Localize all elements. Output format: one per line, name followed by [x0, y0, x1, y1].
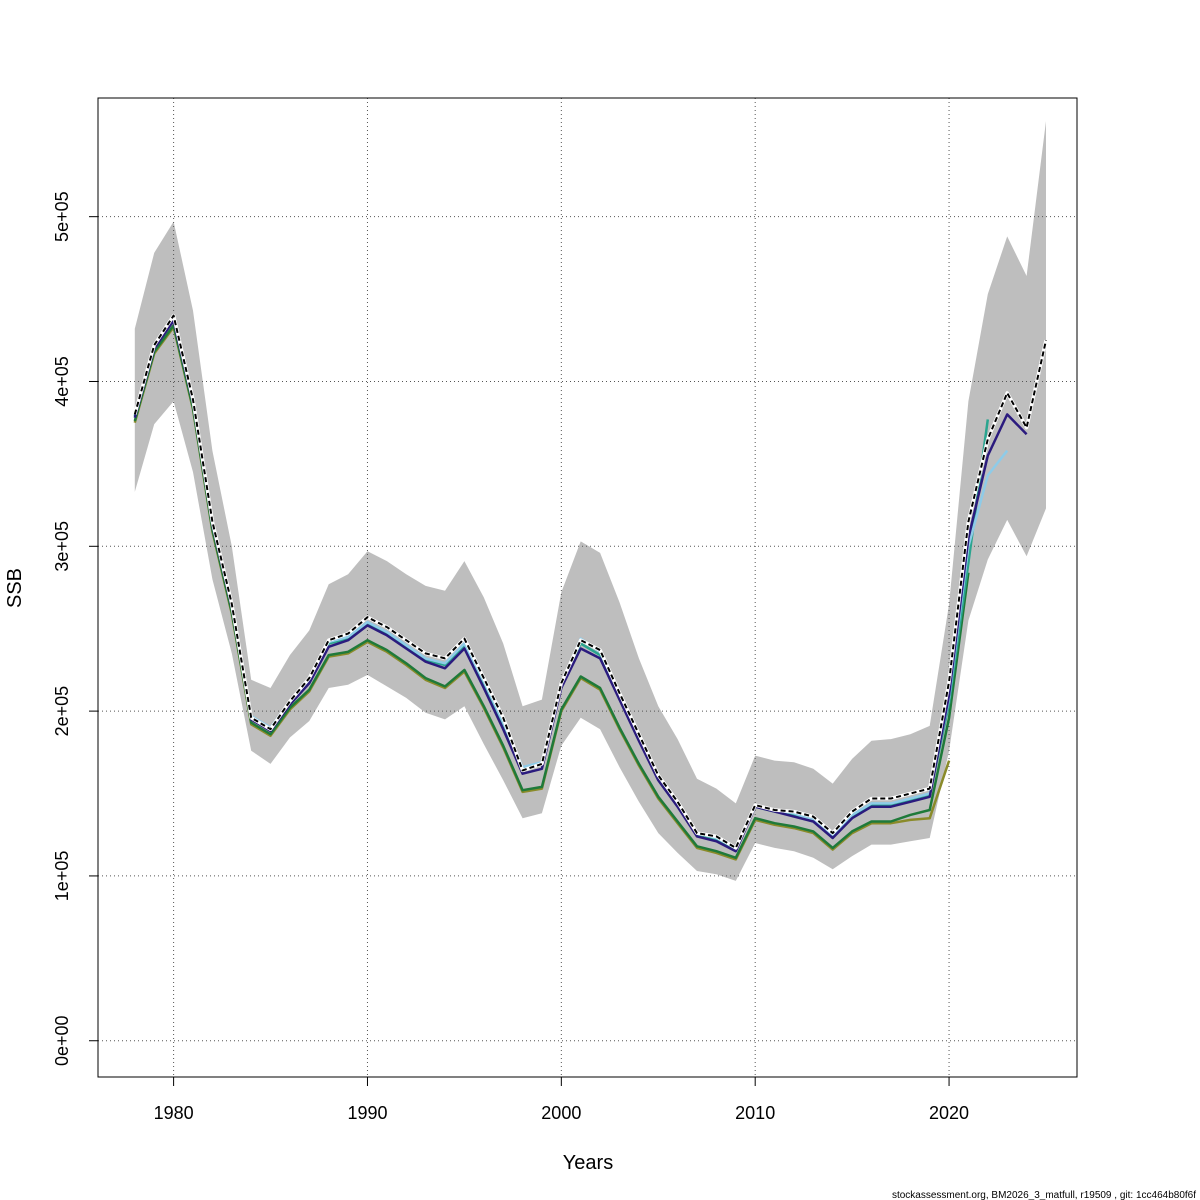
x-tick-label: 1990 [347, 1103, 387, 1123]
y-tick-label: 4e+05 [52, 356, 72, 407]
confidence-band [134, 121, 1047, 881]
y-axis-title: SSB [4, 568, 26, 608]
series-layer [133, 313, 1048, 861]
x-axis-title: Years [563, 1152, 613, 1174]
x-tick-label: 2000 [541, 1103, 581, 1123]
y-tick-label: 0e+00 [52, 1015, 72, 1066]
y-tick-label: 2e+05 [52, 686, 72, 737]
axis-layer: 1980 1990 2000 2010 2020 0e+00 1e+05 2e+05 3e+05… [52, 191, 969, 1123]
y-tick-label: 3e+05 [52, 521, 72, 572]
x-tick-label: 2010 [735, 1103, 775, 1123]
x-tick-label: 2020 [929, 1103, 969, 1123]
plot-frame [97, 97, 1078, 1078]
y-tick-label: 5e+05 [52, 191, 72, 242]
footer-caption: stockassessment.org, BM2026_3_matfull, r… [892, 1190, 1196, 1200]
confidence-band-layer [134, 121, 1047, 881]
series-line-run-2025 [133, 314, 1047, 849]
y-tick-label: 1e+05 [52, 851, 72, 902]
x-tick-label: 1980 [154, 1103, 194, 1123]
series-line-run-2020 [133, 325, 951, 861]
series-line-run-2021 [133, 324, 970, 860]
